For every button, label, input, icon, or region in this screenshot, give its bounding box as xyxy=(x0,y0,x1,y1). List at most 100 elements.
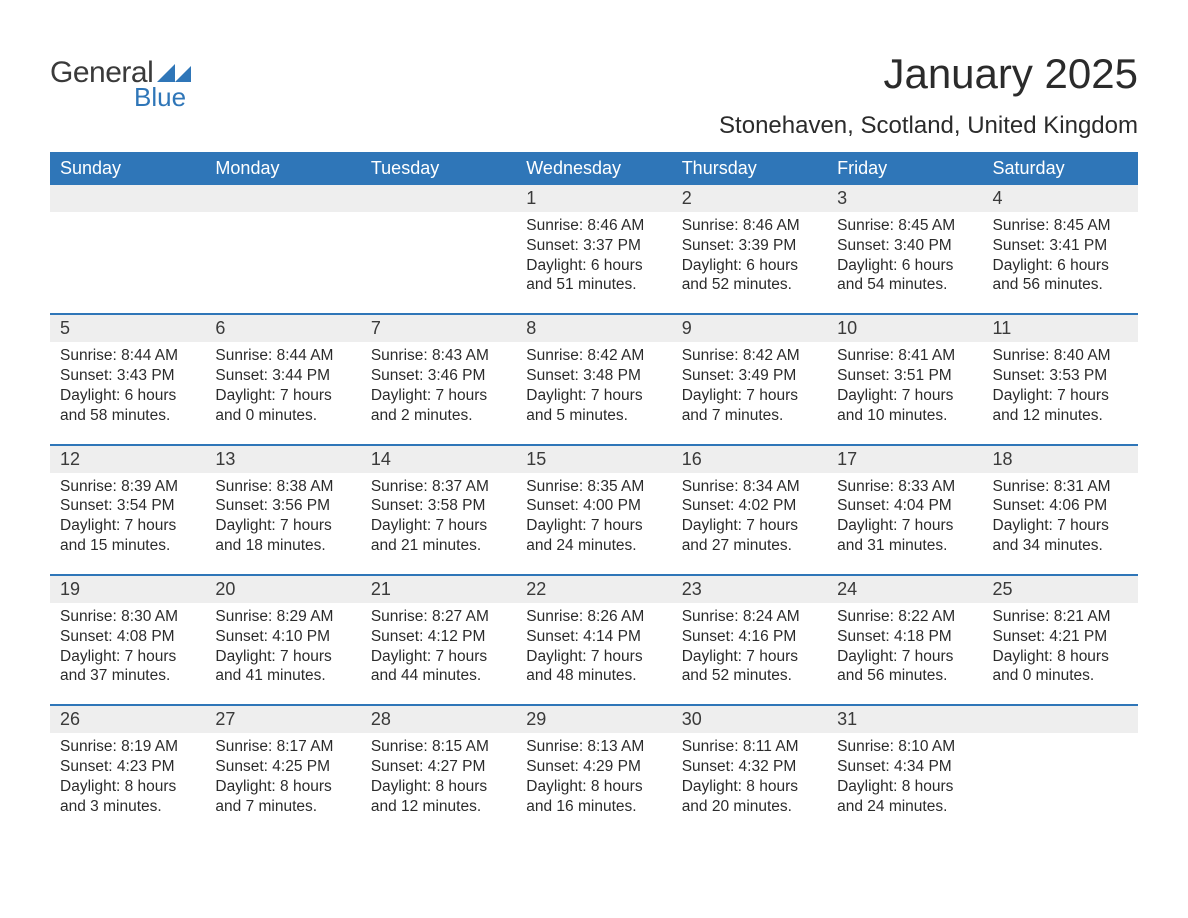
day-number xyxy=(205,185,360,212)
day-number: 1 xyxy=(516,185,671,212)
day-cell: Sunrise: 8:38 AMSunset: 3:56 PMDaylight:… xyxy=(205,473,360,556)
day-number: 31 xyxy=(827,706,982,733)
day-number: 17 xyxy=(827,446,982,473)
day-cell: Sunrise: 8:30 AMSunset: 4:08 PMDaylight:… xyxy=(50,603,205,686)
day-d1-line: Daylight: 6 hours xyxy=(526,256,661,276)
day-cell: Sunrise: 8:35 AMSunset: 4:00 PMDaylight:… xyxy=(516,473,671,556)
day-cell: Sunrise: 8:40 AMSunset: 3:53 PMDaylight:… xyxy=(983,342,1138,425)
month-title: January 2025 xyxy=(719,50,1138,98)
day-ss-line: Sunset: 3:51 PM xyxy=(837,366,972,386)
day-cell xyxy=(205,212,360,295)
day-cell xyxy=(50,212,205,295)
day-cell: Sunrise: 8:15 AMSunset: 4:27 PMDaylight:… xyxy=(361,733,516,816)
day-d1-line: Daylight: 6 hours xyxy=(60,386,195,406)
day-sr-line: Sunrise: 8:19 AM xyxy=(60,737,195,757)
day-number: 8 xyxy=(516,315,671,342)
day-cell: Sunrise: 8:31 AMSunset: 4:06 PMDaylight:… xyxy=(983,473,1138,556)
day-d2-line: and 5 minutes. xyxy=(526,406,661,426)
day-d1-line: Daylight: 8 hours xyxy=(993,647,1128,667)
day-ss-line: Sunset: 3:49 PM xyxy=(682,366,817,386)
day-number: 19 xyxy=(50,576,205,603)
day-d2-line: and 7 minutes. xyxy=(215,797,350,817)
day-d1-line: Daylight: 7 hours xyxy=(993,516,1128,536)
day-ss-line: Sunset: 3:37 PM xyxy=(526,236,661,256)
day-d2-line: and 20 minutes. xyxy=(682,797,817,817)
day-ss-line: Sunset: 4:10 PM xyxy=(215,627,350,647)
day-d1-line: Daylight: 7 hours xyxy=(60,647,195,667)
day-ss-line: Sunset: 4:12 PM xyxy=(371,627,506,647)
day-ss-line: Sunset: 4:21 PM xyxy=(993,627,1128,647)
day-ss-line: Sunset: 4:06 PM xyxy=(993,496,1128,516)
day-sr-line: Sunrise: 8:42 AM xyxy=(526,346,661,366)
day-cell: Sunrise: 8:29 AMSunset: 4:10 PMDaylight:… xyxy=(205,603,360,686)
day-sr-line: Sunrise: 8:45 AM xyxy=(837,216,972,236)
day-body-row: Sunrise: 8:39 AMSunset: 3:54 PMDaylight:… xyxy=(50,473,1138,574)
logo-word-2: Blue xyxy=(134,82,186,113)
day-ss-line: Sunset: 4:04 PM xyxy=(837,496,972,516)
day-number-row: 12131415161718 xyxy=(50,444,1138,473)
day-d1-line: Daylight: 7 hours xyxy=(682,516,817,536)
day-ss-line: Sunset: 4:00 PM xyxy=(526,496,661,516)
day-sr-line: Sunrise: 8:31 AM xyxy=(993,477,1128,497)
day-d2-line: and 44 minutes. xyxy=(371,666,506,686)
day-number: 18 xyxy=(983,446,1138,473)
day-cell: Sunrise: 8:33 AMSunset: 4:04 PMDaylight:… xyxy=(827,473,982,556)
day-cell: Sunrise: 8:43 AMSunset: 3:46 PMDaylight:… xyxy=(361,342,516,425)
day-number: 29 xyxy=(516,706,671,733)
weekday-header: Sunday xyxy=(50,152,205,185)
day-cell: Sunrise: 8:45 AMSunset: 3:41 PMDaylight:… xyxy=(983,212,1138,295)
day-number-row: 1234 xyxy=(50,185,1138,212)
day-d2-line: and 18 minutes. xyxy=(215,536,350,556)
logo: General Blue xyxy=(50,50,193,113)
day-d1-line: Daylight: 7 hours xyxy=(837,516,972,536)
day-number: 20 xyxy=(205,576,360,603)
day-number: 30 xyxy=(672,706,827,733)
day-d1-line: Daylight: 8 hours xyxy=(371,777,506,797)
day-d2-line: and 12 minutes. xyxy=(993,406,1128,426)
day-number: 10 xyxy=(827,315,982,342)
day-ss-line: Sunset: 3:43 PM xyxy=(60,366,195,386)
day-cell: Sunrise: 8:34 AMSunset: 4:02 PMDaylight:… xyxy=(672,473,827,556)
day-d2-line: and 52 minutes. xyxy=(682,275,817,295)
day-sr-line: Sunrise: 8:40 AM xyxy=(993,346,1128,366)
weekday-header: Wednesday xyxy=(516,152,671,185)
day-ss-line: Sunset: 4:27 PM xyxy=(371,757,506,777)
day-ss-line: Sunset: 3:40 PM xyxy=(837,236,972,256)
weekday-header: Saturday xyxy=(983,152,1138,185)
day-number xyxy=(983,706,1138,733)
day-ss-line: Sunset: 4:34 PM xyxy=(837,757,972,777)
title-block: January 2025 Stonehaven, Scotland, Unite… xyxy=(719,50,1138,140)
day-sr-line: Sunrise: 8:46 AM xyxy=(526,216,661,236)
location-subtitle: Stonehaven, Scotland, United Kingdom xyxy=(719,112,1138,140)
day-cell: Sunrise: 8:22 AMSunset: 4:18 PMDaylight:… xyxy=(827,603,982,686)
day-cell: Sunrise: 8:44 AMSunset: 3:43 PMDaylight:… xyxy=(50,342,205,425)
day-cell: Sunrise: 8:46 AMSunset: 3:37 PMDaylight:… xyxy=(516,212,671,295)
day-d2-line: and 52 minutes. xyxy=(682,666,817,686)
day-sr-line: Sunrise: 8:10 AM xyxy=(837,737,972,757)
day-d2-line: and 37 minutes. xyxy=(60,666,195,686)
day-d2-line: and 15 minutes. xyxy=(60,536,195,556)
day-sr-line: Sunrise: 8:46 AM xyxy=(682,216,817,236)
day-number: 11 xyxy=(983,315,1138,342)
day-d1-line: Daylight: 6 hours xyxy=(837,256,972,276)
day-number: 7 xyxy=(361,315,516,342)
day-sr-line: Sunrise: 8:38 AM xyxy=(215,477,350,497)
day-d2-line: and 16 minutes. xyxy=(526,797,661,817)
day-number xyxy=(361,185,516,212)
day-d2-line: and 34 minutes. xyxy=(993,536,1128,556)
day-ss-line: Sunset: 3:54 PM xyxy=(60,496,195,516)
day-ss-line: Sunset: 4:02 PM xyxy=(682,496,817,516)
day-d1-line: Daylight: 8 hours xyxy=(526,777,661,797)
day-d2-line: and 56 minutes. xyxy=(837,666,972,686)
day-number-row: 567891011 xyxy=(50,313,1138,342)
weekday-header: Friday xyxy=(827,152,982,185)
day-ss-line: Sunset: 3:39 PM xyxy=(682,236,817,256)
day-d2-line: and 10 minutes. xyxy=(837,406,972,426)
day-ss-line: Sunset: 4:23 PM xyxy=(60,757,195,777)
logo-triangle-icon xyxy=(157,62,193,82)
day-number: 3 xyxy=(827,185,982,212)
day-number: 15 xyxy=(516,446,671,473)
day-sr-line: Sunrise: 8:30 AM xyxy=(60,607,195,627)
day-body-row: Sunrise: 8:19 AMSunset: 4:23 PM Daylight:… xyxy=(50,733,1138,834)
day-sr-line: Sunrise: 8:24 AM xyxy=(682,607,817,627)
